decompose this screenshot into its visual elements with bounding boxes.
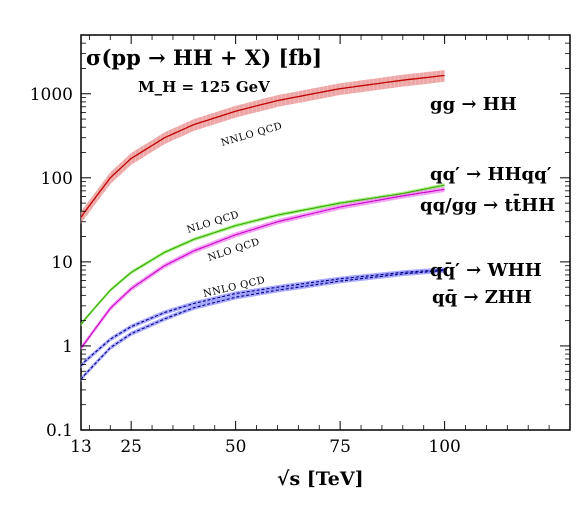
chart-subtitle: M_H = 125 GeV: [138, 78, 270, 96]
x-tick-label: 50: [225, 437, 247, 457]
x-tick-label: 13: [70, 437, 92, 457]
series-label-gg-hh: gg → HH: [430, 94, 517, 115]
series-band-4: [81, 268, 445, 382]
series-band-0: [81, 70, 445, 224]
series-band-1: [81, 183, 445, 327]
axis-tick-labels: 13 25 50 75 100 0.1 1 10 100 1000: [30, 85, 461, 457]
x-axis-label: √s [TeV]: [277, 468, 364, 490]
x-tick-label: 100: [428, 437, 460, 457]
y-tick-label: 100: [41, 169, 73, 189]
series-line-1: [80, 184, 445, 325]
axis-ticks: [80, 34, 570, 431]
series-label-whh: qq̄′ → WHH: [430, 260, 542, 281]
series-label-zhh: qq̄ → ZHH: [432, 287, 532, 308]
series-band-hatch-1: [80, 183, 445, 327]
series-line-3: [80, 269, 445, 367]
y-tick-label: 1000: [30, 85, 73, 105]
order-label-gg-hh: NNLO QCD: [220, 121, 284, 149]
series-lines: [80, 74, 445, 380]
y-tick-label: 10: [51, 253, 73, 273]
series-label-tthh: qq/gg → tt̄HH: [420, 194, 555, 216]
series-label-vbf: qq′ → HHqq′: [430, 164, 552, 185]
y-tick-label: 1: [62, 337, 73, 357]
y-tick-label: 0.1: [46, 421, 73, 441]
series-line-2: [80, 188, 445, 349]
chart-title: σ(pp → HH + X) [fb]: [86, 45, 322, 70]
series-line-0: [80, 74, 445, 218]
x-tick-label: 25: [120, 437, 142, 457]
plot-frame: [80, 34, 571, 431]
series-band-3: [81, 267, 445, 369]
x-tick-label: 75: [329, 437, 351, 457]
series-line-4: [80, 269, 445, 380]
